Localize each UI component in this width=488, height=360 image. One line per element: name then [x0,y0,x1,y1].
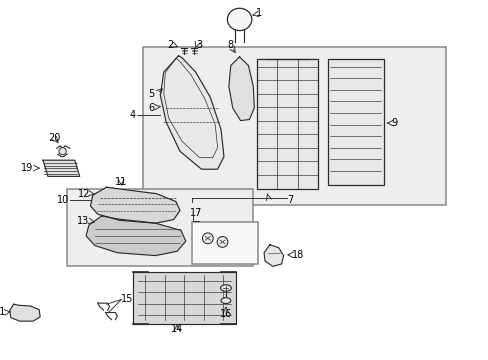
Text: 16: 16 [219,309,232,319]
Text: 7: 7 [287,195,293,205]
Bar [256,59,317,189]
Text: 20: 20 [48,133,61,143]
Ellipse shape [220,285,231,291]
Bar [192,222,258,264]
Ellipse shape [59,148,66,155]
Text: 2: 2 [167,40,173,50]
Text: 10: 10 [57,195,69,205]
Text: 4: 4 [129,110,136,120]
Polygon shape [160,56,224,169]
Polygon shape [86,216,185,256]
Ellipse shape [227,8,251,31]
Bar [133,272,235,324]
Ellipse shape [202,233,213,244]
Text: 11: 11 [115,177,127,187]
Polygon shape [90,187,180,223]
Ellipse shape [217,237,227,247]
Text: 12: 12 [78,189,90,199]
Polygon shape [10,304,40,321]
Text: 8: 8 [227,40,233,50]
Bar [143,47,446,205]
Text: 18: 18 [292,250,304,260]
Text: 21: 21 [0,307,6,318]
Text: 14: 14 [170,324,183,334]
Text: 5: 5 [147,89,154,99]
Polygon shape [228,57,254,121]
Bar [327,59,383,185]
Ellipse shape [221,298,230,303]
Polygon shape [43,160,80,176]
Text: 1: 1 [256,8,262,18]
Text: 6: 6 [147,103,154,113]
Polygon shape [264,245,283,266]
Text: 19: 19 [21,163,33,173]
Text: 17: 17 [189,208,202,218]
Text: 15: 15 [121,294,133,304]
Bar [67,189,253,266]
Text: 13: 13 [77,216,89,226]
Text: 9: 9 [390,118,397,128]
Text: 3: 3 [196,40,202,50]
